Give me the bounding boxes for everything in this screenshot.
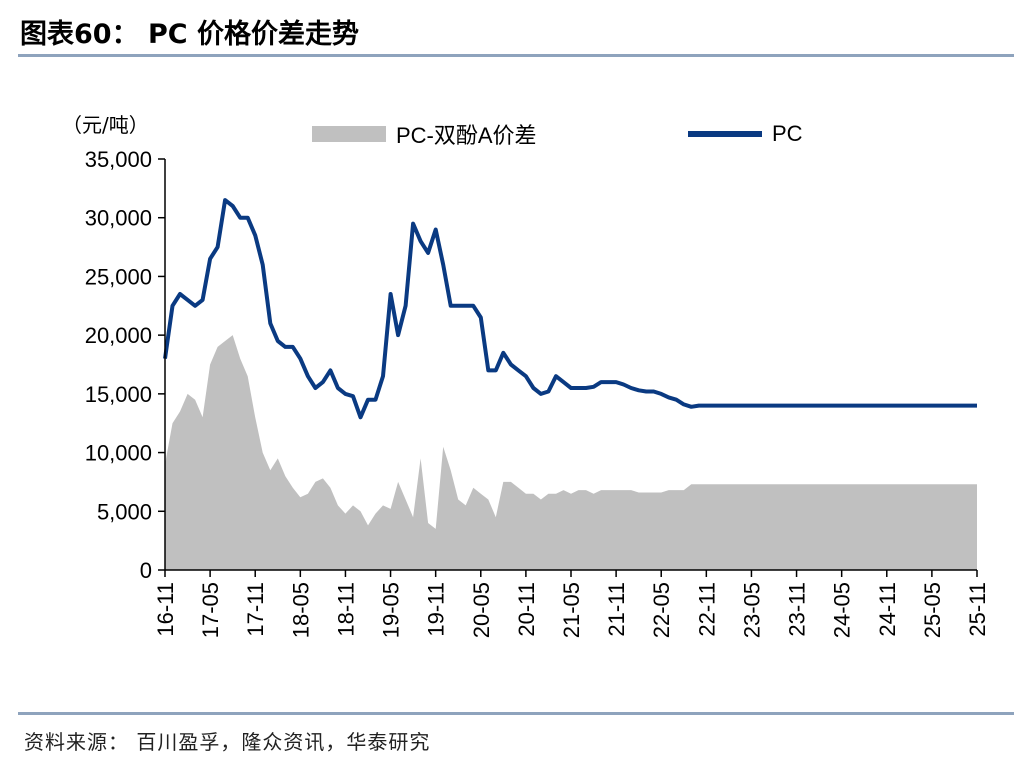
- y-tick-label: 30,000: [85, 206, 152, 231]
- legend-item-pc: PC: [688, 118, 803, 150]
- x-tick-label: 24-11: [875, 582, 900, 637]
- y-tick-label: 0: [140, 558, 152, 583]
- x-tick-label: 19-05: [379, 582, 404, 638]
- figure-title: 图表60： PC 价格价差走势: [20, 19, 359, 50]
- bottom-divider: [18, 712, 1014, 715]
- x-tick-label: 22-05: [649, 582, 674, 638]
- top-divider: [18, 54, 1014, 57]
- legend-label-spread: PC-双酚A价差: [396, 123, 537, 148]
- x-tick-label: 25-05: [920, 582, 945, 638]
- y-tick-label: 25,000: [85, 264, 152, 289]
- x-tick-label: 25-11: [965, 582, 990, 637]
- x-tick-label: 23-05: [739, 582, 764, 638]
- y-tick-label: 20,000: [85, 323, 152, 348]
- x-tick-label: 16-11: [153, 582, 178, 637]
- x-tick-label: 24-05: [830, 582, 855, 638]
- x-tick-label: 20-11: [514, 582, 539, 637]
- legend-label-pc: PC: [772, 121, 803, 146]
- x-tick-label: 17-05: [198, 582, 223, 638]
- y-tick-label: 15,000: [85, 382, 152, 407]
- legend-item-spread: PC-双酚A价差: [312, 118, 537, 150]
- series-area-spread: [165, 335, 977, 570]
- x-tick-label: 22-11: [694, 582, 719, 637]
- x-tick-label: 23-11: [785, 582, 810, 637]
- x-tick-label: 17-11: [243, 582, 268, 637]
- legend-swatch-area: [312, 126, 386, 142]
- x-tick-label: 18-11: [333, 582, 358, 637]
- legend-swatch-line: [688, 131, 762, 137]
- y-unit-label: （元/吨）: [62, 113, 149, 137]
- y-tick-label: 10,000: [85, 441, 152, 466]
- source-note: 资料来源： 百川盈孚，隆众资讯，华泰研究: [24, 730, 431, 754]
- x-tick-label: 21-05: [559, 582, 584, 638]
- y-tick-label: 5,000: [97, 499, 152, 524]
- x-tick-label: 20-05: [469, 582, 494, 638]
- x-tick-label: 18-05: [288, 582, 313, 638]
- series-line-pc: [163, 198, 977, 420]
- x-tick-label: 19-11: [424, 582, 449, 637]
- x-tick-label: 21-11: [604, 582, 629, 637]
- y-tick-label: 35,000: [85, 147, 152, 172]
